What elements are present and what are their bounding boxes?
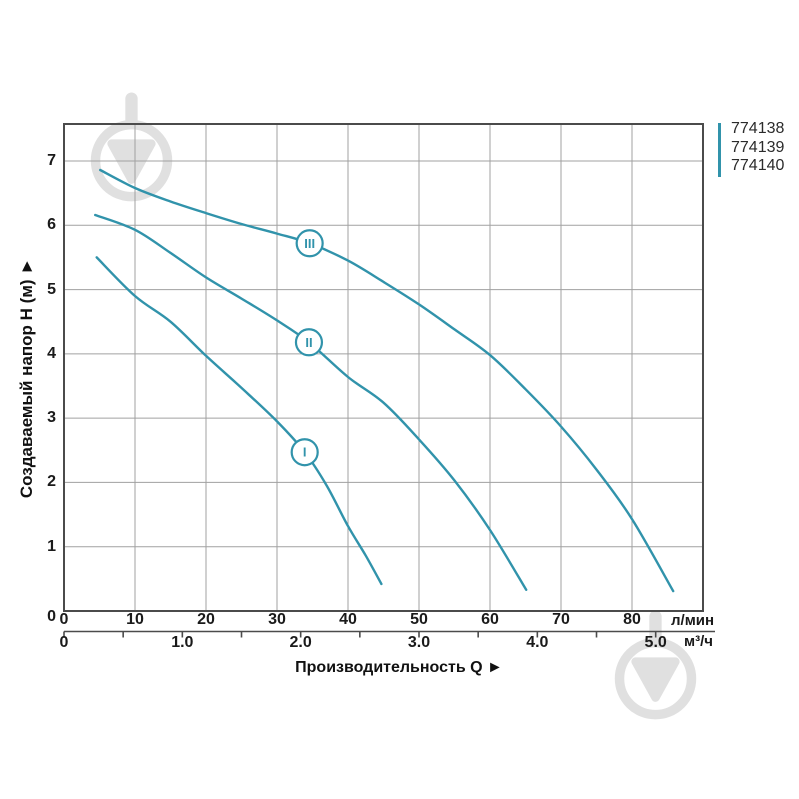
- y-tick-label: 6: [47, 216, 56, 234]
- x-tick-label-lmin: 40: [339, 611, 357, 628]
- x-tick-label-lmin: 70: [552, 611, 570, 628]
- y-tick-label: 3: [47, 409, 56, 427]
- x-axis-unit-lmin: л/мин: [671, 612, 715, 629]
- curve-label-circle-III: [295, 229, 324, 258]
- x-tick-label-lmin: 10: [126, 611, 144, 628]
- y-tick-label: 7: [47, 152, 56, 169]
- legend-color-bar: [718, 123, 721, 177]
- curve-label-circle-II: [294, 328, 324, 357]
- curve-label-II: II: [305, 335, 312, 350]
- curve-774140: [99, 168, 675, 593]
- x-axis-unit-m3h: м³/ч: [684, 633, 713, 650]
- y-tick-label: 4: [47, 344, 56, 362]
- x-tick-label-lmin: 0: [59, 611, 69, 628]
- x-tick-label-m3h: 2.0: [289, 634, 312, 651]
- x-tick-label-lmin: 80: [623, 611, 641, 628]
- curve-774139: [94, 213, 528, 591]
- y-axis-title: Создаваемый напор H (м) ►: [17, 257, 36, 499]
- curve-label-I: I: [303, 445, 307, 460]
- watermark-logo-icon: [614, 610, 697, 720]
- plot-border: [63, 123, 704, 612]
- x-tick-label-m3h: 4.0: [526, 634, 549, 651]
- legend-item: 774138: [731, 120, 785, 137]
- y-tick-label: 1: [47, 537, 56, 555]
- x-tick-label-lmin: 30: [268, 611, 286, 628]
- curve-label-circle-I: [290, 438, 319, 467]
- legend-item: 774140: [731, 157, 785, 175]
- y-tick-label: 0: [47, 608, 56, 625]
- legend: 774138 774139 774140: [718, 120, 785, 177]
- x-tick-label-lmin: 20: [197, 611, 215, 628]
- x-tick-label-m3h: 1.0: [171, 634, 194, 651]
- x-tick-label-m3h: 5.0: [644, 634, 667, 651]
- x-tick-label-lmin: 50: [410, 611, 428, 628]
- curve-label-III: III: [304, 236, 315, 251]
- y-tick-label: 2: [47, 473, 56, 491]
- x-tick-label-m3h: 0: [59, 634, 69, 651]
- x-tick-label-m3h: 3.0: [407, 634, 431, 651]
- curve-774138: [95, 256, 383, 586]
- x-tick-label-lmin: 60: [481, 611, 499, 628]
- x-axis-title: Производительность Q ►: [295, 659, 503, 676]
- legend-item: 774139: [731, 138, 785, 156]
- y-tick-label: 5: [47, 280, 56, 298]
